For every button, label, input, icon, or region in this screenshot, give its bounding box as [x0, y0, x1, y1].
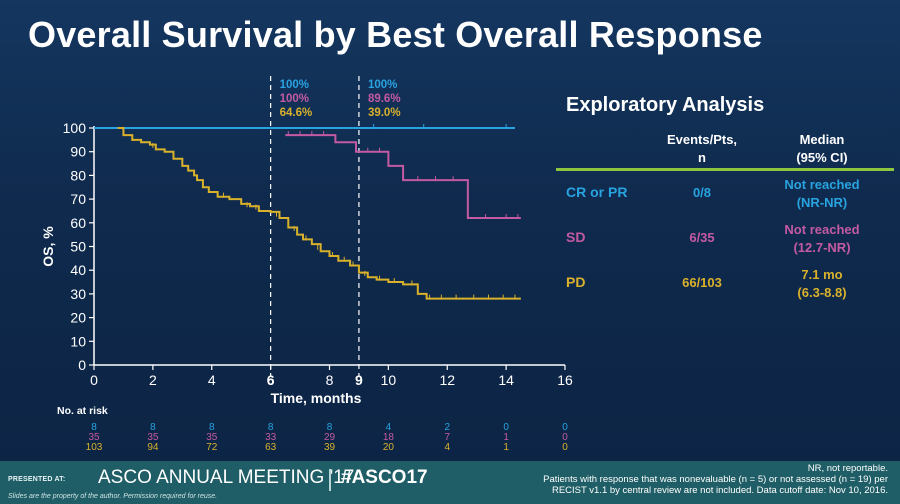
y-tick-label: 60: [70, 215, 86, 231]
landmark-tick-label: 9: [355, 372, 363, 388]
median-cr-pr: Not reached (NR-NR): [784, 177, 860, 210]
risk-count: 4: [444, 442, 450, 453]
risk-count: 0: [562, 442, 568, 453]
rights-notice: Slides are the property of the author. P…: [8, 493, 218, 500]
y-tick-label: 100: [63, 120, 87, 136]
x-tick-label: 2: [149, 372, 157, 388]
events-cr-pr: 0/8: [692, 185, 712, 200]
km-curve-pd: [117, 127, 521, 300]
landmark-value-pd: 64.6%: [280, 107, 313, 119]
median-pd: 7.1 mo (6.3-8.8): [797, 267, 847, 300]
x-tick-label: 0: [90, 372, 98, 388]
y-axis-title: OS, %: [40, 226, 56, 267]
events-pd: 66/103: [682, 275, 722, 290]
risk-count: 20: [383, 442, 395, 453]
risk-count: 94: [147, 442, 159, 453]
meeting-name: ASCO ANNUAL MEETING '17: [98, 467, 355, 488]
y-tick-label: 90: [70, 144, 86, 160]
risk-count: 2: [444, 422, 450, 433]
y-tick-label: 20: [70, 310, 86, 326]
presented-at-label: PRESENTED AT:: [8, 476, 66, 483]
risk-count: 7: [444, 432, 450, 443]
x-tick-label: 10: [381, 372, 397, 388]
risk-count: 18: [383, 432, 395, 443]
landmark-value-cr-or-pr: 100%: [280, 79, 309, 91]
events-column-header: Events/Pts, n: [666, 132, 738, 165]
risk-count: 0: [503, 422, 509, 433]
landmark-value-pd: 39.0%: [368, 107, 401, 119]
footnotes: NR, not reportable. Patients with respon…: [543, 463, 888, 496]
risk-count: 63: [265, 442, 277, 453]
risk-table-label: No. at risk: [57, 405, 108, 417]
footer-bar: PRESENTED AT: ASCO ANNUAL MEETING '17 #A…: [0, 461, 900, 504]
y-tick-label: 50: [70, 239, 86, 255]
exploratory-heading: Exploratory Analysis: [566, 94, 765, 116]
risk-count: 103: [86, 442, 103, 453]
risk-count: 4: [386, 422, 392, 433]
risk-count: 33: [265, 432, 277, 443]
row-label-pd: PD: [566, 274, 586, 290]
table-divider: [556, 168, 894, 171]
risk-count: 0: [562, 422, 568, 433]
x-tick-label: 14: [498, 372, 514, 388]
row-label-cr-pr: CR or PR: [566, 184, 628, 200]
risk-count: 1: [503, 432, 509, 443]
y-tick-label: 0: [78, 357, 86, 373]
risk-count: 0: [562, 432, 568, 443]
y-tick-label: 80: [70, 167, 86, 183]
x-tick-label: 12: [439, 372, 455, 388]
x-axis-title: Time, months: [271, 390, 362, 406]
meeting-hashtag: #ASCO17: [341, 467, 428, 488]
slide-title: Overall Survival by Best Overall Respons…: [28, 14, 763, 55]
risk-count: 1: [503, 442, 509, 453]
risk-count: 8: [91, 422, 97, 433]
footer-separator: [329, 469, 331, 491]
risk-count: 35: [147, 432, 159, 443]
risk-count: 8: [327, 422, 333, 433]
x-tick-label: 6: [267, 372, 275, 388]
x-tick-label: 4: [208, 372, 216, 388]
y-tick-label: 10: [70, 333, 86, 349]
risk-count: 35: [88, 432, 100, 443]
row-label-sd: SD: [566, 229, 586, 245]
x-tick-label: 16: [557, 372, 573, 388]
landmark-tick-label: 6: [267, 372, 275, 388]
risk-count: 8: [268, 422, 274, 433]
y-tick-label: 30: [70, 286, 86, 302]
risk-count: 29: [324, 432, 336, 443]
landmark-value-sd: 100%: [280, 93, 309, 105]
risk-count: 8: [150, 422, 156, 433]
median-sd: Not reached (12.7-NR): [784, 222, 860, 255]
risk-count: 39: [324, 442, 336, 453]
km-curve-sd: [285, 134, 521, 220]
x-tick-label: 8: [326, 372, 334, 388]
risk-count: 35: [206, 432, 218, 443]
landmark-value-sd: 89.6%: [368, 93, 401, 105]
median-column-header: Median (95% CI): [796, 132, 848, 165]
risk-count: 72: [206, 442, 218, 453]
y-tick-label: 70: [70, 191, 86, 207]
risk-count: 8: [209, 422, 215, 433]
events-sd: 6/35: [689, 230, 715, 245]
landmark-value-cr-or-pr: 100%: [368, 79, 397, 91]
y-tick-label: 40: [70, 262, 86, 278]
